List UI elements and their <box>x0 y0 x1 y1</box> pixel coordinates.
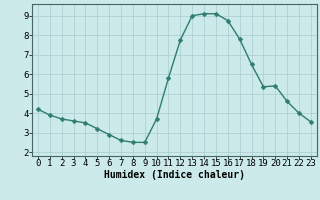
X-axis label: Humidex (Indice chaleur): Humidex (Indice chaleur) <box>104 170 245 180</box>
